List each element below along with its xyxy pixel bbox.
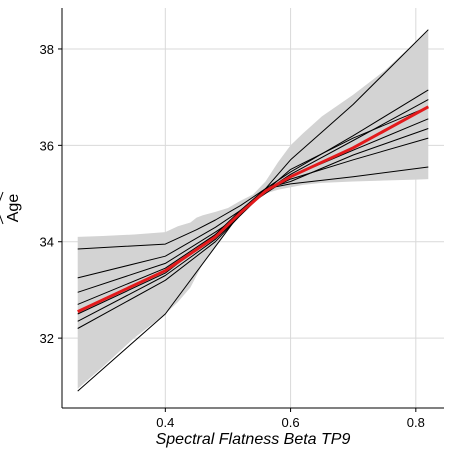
- x-axis-title: Spectral Flatness Beta TP9: [156, 431, 351, 448]
- x-tick-label: 0.8: [407, 415, 425, 430]
- confidence-band: [77, 29, 429, 389]
- x-tick-label: 0.4: [156, 415, 174, 430]
- black-series-line-3: [77, 128, 429, 279]
- y-axis-title-group: Age: [0, 191, 22, 225]
- y-axis-title-hat: [0, 191, 4, 225]
- y-tick-label: 36: [40, 138, 54, 153]
- y-tick-label: 32: [40, 331, 54, 346]
- x-ticks: 0.4 0.6 0.8: [156, 408, 425, 430]
- y-tick-label: 38: [40, 42, 54, 57]
- y-axis-title: Age: [5, 194, 22, 223]
- y-tick-label: 34: [40, 235, 54, 250]
- x-tick-label: 0.6: [282, 415, 300, 430]
- red-series-line: [77, 105, 430, 313]
- red-series-lines: [77, 105, 430, 313]
- black-series-line-2: [77, 166, 429, 250]
- y-ticks: 32 34 36 38: [40, 42, 62, 346]
